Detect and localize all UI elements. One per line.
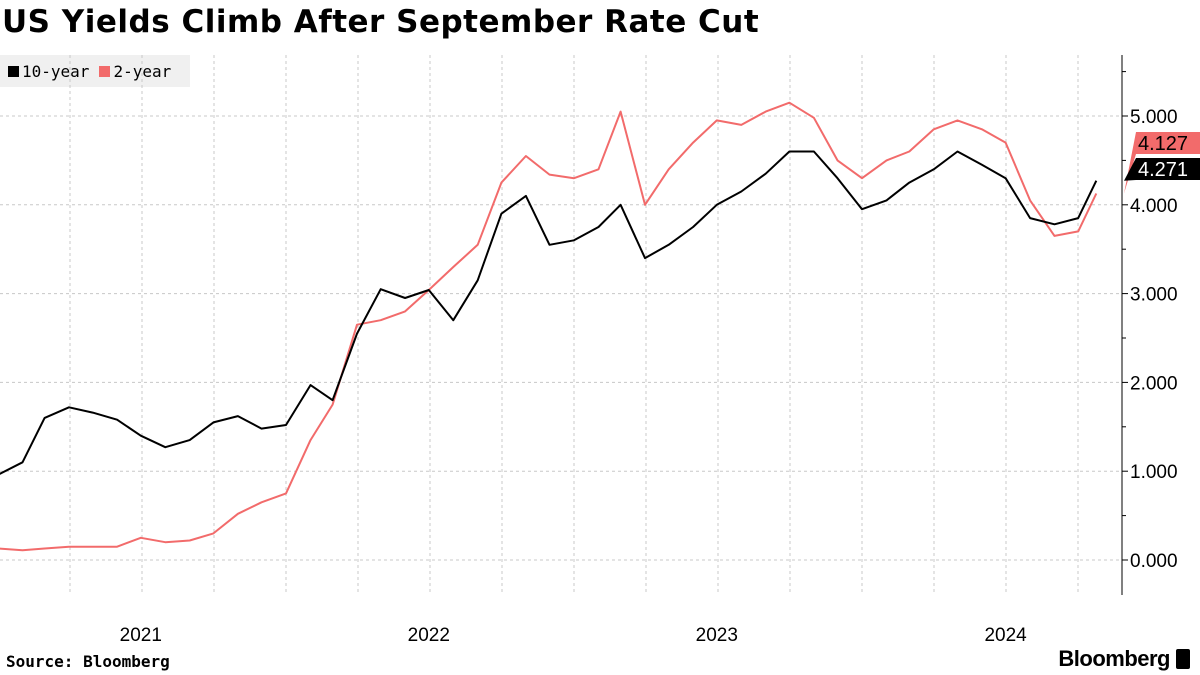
x-tick-label: 2024 [984,625,1027,646]
source-note: Source: Bloomberg [6,652,170,671]
bloomberg-logo-icon [1176,649,1190,669]
legend-swatch [8,65,19,77]
bloomberg-logo: Bloomberg [1058,646,1190,672]
legend-label: 10-year [22,61,90,81]
series-line-2-year [0,101,1098,552]
legend-item-2-year: 2-year [99,62,171,81]
legend-swatch [99,65,111,77]
series-line-10-year [0,150,1098,475]
legend-label: 2-year [113,61,172,81]
y-tick-label: 3.000 [1130,285,1178,306]
last-value-label: 4.127 [1138,133,1188,155]
y-tick-label: 2.000 [1130,373,1178,394]
y-tick-label: 1.000 [1130,462,1178,483]
last-value-badge [1136,132,1200,154]
y-tick-label: 0.000 [1130,551,1178,572]
x-tick-label: 2021 [120,625,162,646]
last-value-label: 4.271 [1138,159,1188,181]
x-tick-label: 2022 [408,625,450,646]
y-tick-label: 4.000 [1130,196,1178,217]
legend: 10-year 2-year [0,55,190,87]
last-value-pointer [1124,158,1136,181]
legend-item-10-year: 10-year [8,62,89,81]
brand-text: Bloomberg [1058,646,1170,671]
x-tick-label: 2023 [696,625,738,646]
y-tick-label: 5.000 [1130,107,1178,128]
chart-title: US Yields Climb After September Rate Cut [2,4,760,40]
last-value-badge [1136,158,1200,180]
